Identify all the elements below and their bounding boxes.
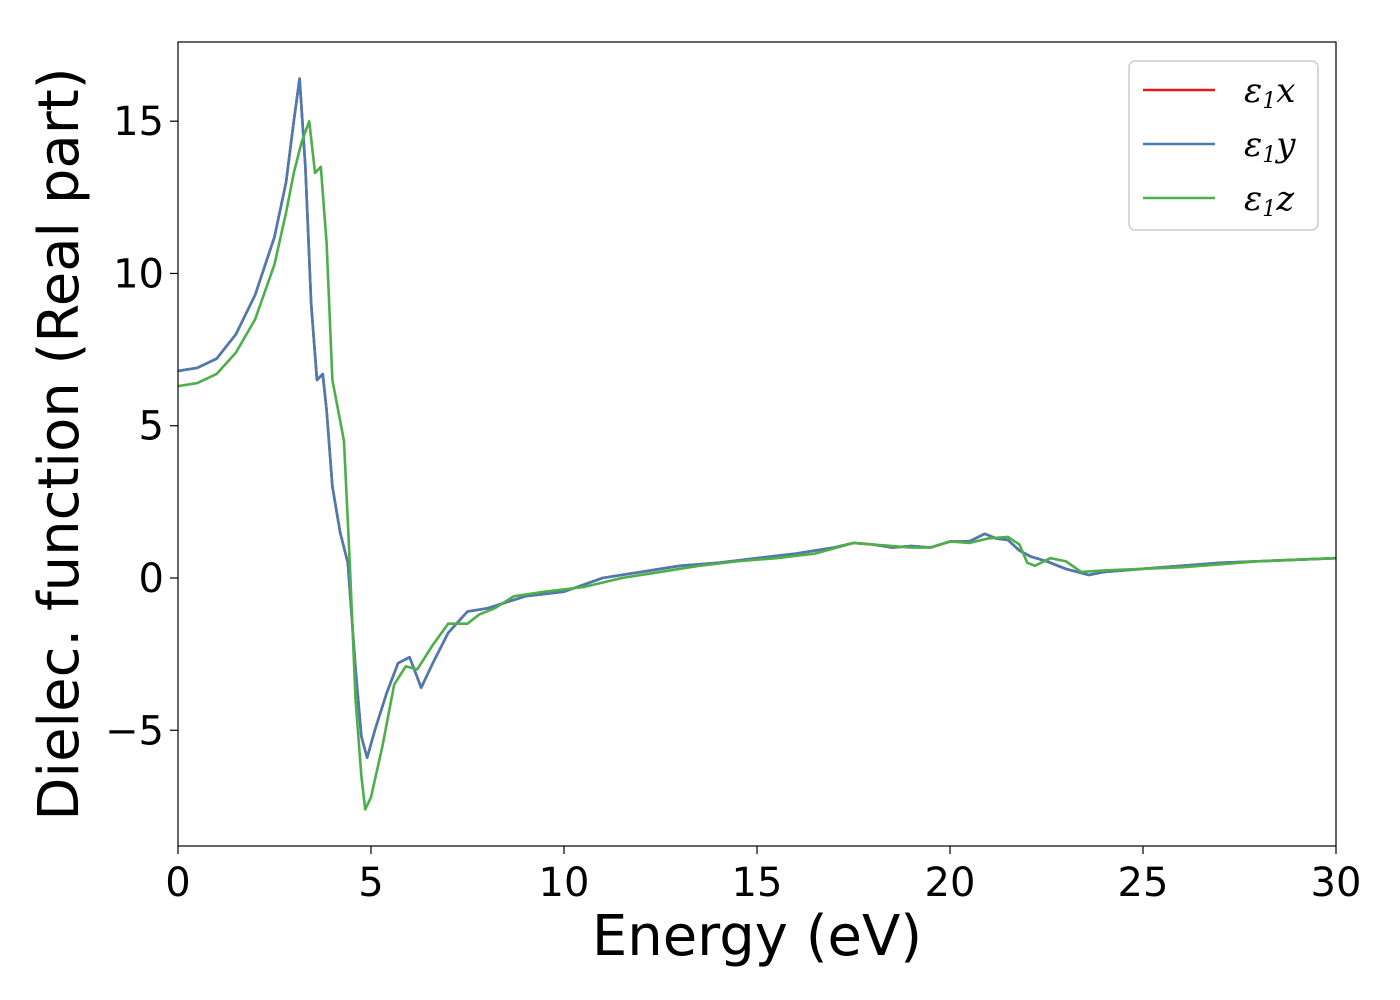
x-tick-label: 30 — [1311, 860, 1362, 906]
y-axis-ticks: −5 0 5 10 15 — [105, 99, 178, 754]
series-line-z — [178, 119, 1336, 811]
y-tick-label: 15 — [113, 99, 164, 145]
y-tick-label: −5 — [105, 708, 164, 754]
y-tick-label: 10 — [113, 251, 164, 297]
legend-label-y: ε1y — [1244, 125, 1296, 168]
legend-frame — [1128, 60, 1319, 231]
x-tick-label: 0 — [165, 860, 190, 906]
x-axis-ticks: 0 5 10 15 20 25 30 — [165, 846, 1361, 906]
series-layer — [178, 77, 1336, 811]
series-line-y — [178, 77, 1336, 759]
y-tick-label: 5 — [139, 404, 164, 450]
x-tick-label: 10 — [539, 860, 590, 906]
legend-label-x: ε1x — [1244, 71, 1295, 114]
x-tick-label: 5 — [358, 860, 383, 906]
y-tick-label: 0 — [139, 556, 164, 602]
x-tick-label: 25 — [1118, 860, 1169, 906]
legend: ε1x ε1y ε1z — [1128, 60, 1319, 231]
x-tick-label: 20 — [925, 860, 976, 906]
legend-label-z: ε1z — [1244, 179, 1295, 222]
y-axis-title: Dielec. function (Real part) — [27, 67, 92, 820]
x-axis-title: Energy (eV) — [592, 904, 922, 969]
x-tick-label: 15 — [732, 860, 783, 906]
